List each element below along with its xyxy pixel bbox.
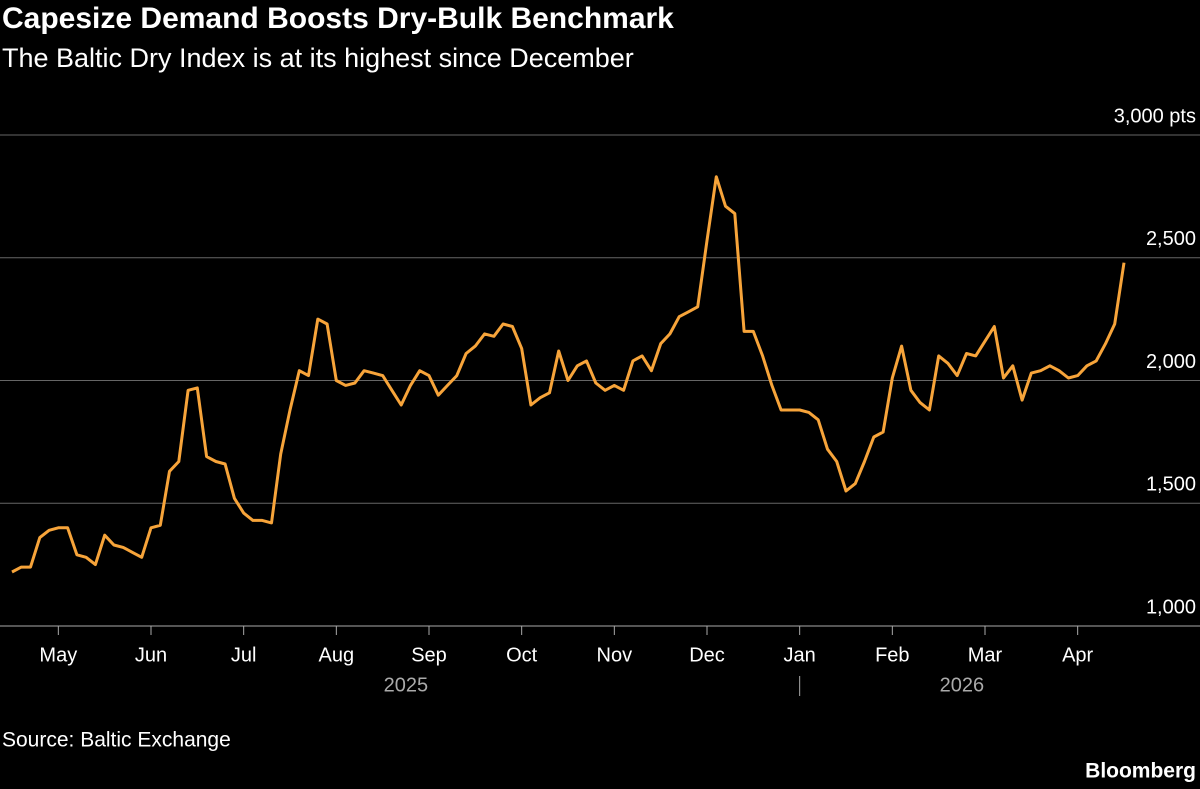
- year-label: 2025: [384, 674, 429, 696]
- x-tick-label: Feb: [875, 644, 909, 666]
- x-tick-label: Dec: [689, 644, 725, 666]
- data-line: [11, 175, 1126, 574]
- y-tick-label: 2,000: [1146, 351, 1196, 373]
- source: Source: Baltic Exchange: [2, 729, 231, 752]
- y-tick-label: 2,500: [1146, 228, 1196, 250]
- x-tick-label: Jun: [135, 644, 167, 666]
- x-tick-label: May: [39, 644, 77, 666]
- x-tick-label: Jan: [784, 644, 816, 666]
- year-label: 2026: [940, 674, 985, 696]
- x-tick-label: Sep: [411, 644, 447, 666]
- y-tick-label: 1,500: [1146, 474, 1196, 496]
- x-tick-label: Aug: [319, 644, 355, 666]
- x-tick-label: Mar: [968, 644, 1003, 666]
- chart-title: Capesize Demand Boosts Dry-Bulk Benchmar…: [2, 2, 674, 35]
- x-tick-label: Nov: [597, 644, 633, 666]
- brand: Bloomberg: [1085, 760, 1196, 783]
- x-tick-label: Oct: [506, 644, 538, 666]
- x-tick-label: Jul: [231, 644, 257, 666]
- x-tick-label: Apr: [1062, 644, 1093, 666]
- y-tick-label: 1,000: [1146, 596, 1196, 618]
- chart-subtitle: The Baltic Dry Index is at its highest s…: [2, 43, 634, 73]
- y-tick-label: 3,000 pts: [1114, 105, 1196, 127]
